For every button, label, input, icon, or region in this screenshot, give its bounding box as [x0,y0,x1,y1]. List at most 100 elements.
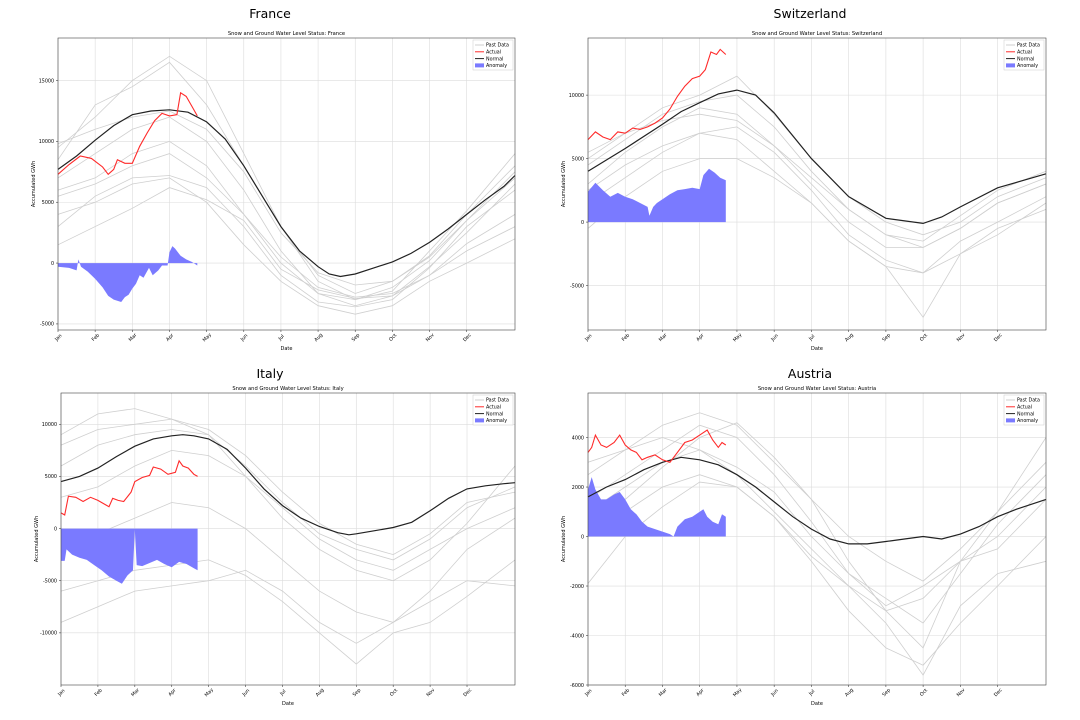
x-tick-label: Sep [881,687,892,698]
legend-anomaly-label: Anomaly [1017,63,1038,69]
normal-line [587,456,1047,545]
past-data-line [57,177,516,315]
x-axis-label: Date [811,346,823,352]
x-tick-label: Mar [130,687,141,698]
x-tick-label: Jun [769,688,779,698]
x-tick-label: Jun [769,333,779,343]
past-data-line [57,116,516,307]
chart-switzerland: Snow and Ground Water Level Status: Swit… [561,31,1047,352]
normal-line [60,434,516,536]
x-tick-label: Jan [583,333,593,343]
past-data-line [587,481,1047,676]
y-axis-label: Accumulated GWh [34,516,40,562]
x-tick-label: Aug [313,332,324,343]
y-tick-label: 10000 [39,139,54,145]
y-tick-label: 0 [51,261,54,267]
x-tick-label: Nov [425,332,436,343]
legend-actual-label: Actual [486,50,501,56]
actual-line [587,429,727,463]
past-data-line [57,110,516,286]
legend-anomaly-swatch [475,418,484,423]
axes-frame [57,37,516,331]
legend-past-data-label: Past Data [486,398,509,404]
y-tick-label: 0 [54,526,57,532]
x-tick-label: Oct [389,688,399,698]
y-tick-label: -5000 [40,322,54,328]
panel-title: Austria [787,366,833,381]
legend-past-data-label: Past Data [1017,43,1040,49]
x-tick-label: Sep [881,332,892,343]
legend-normal-label: Normal [486,56,503,62]
x-tick-label: Jun [241,688,251,698]
x-tick-label: Sep [352,687,363,698]
y-tick-label: -5000 [570,283,584,289]
x-tick-label: Dec [993,687,1004,698]
x-tick-label: Apr [695,333,705,343]
x-tick-label: Aug [844,687,855,698]
x-tick-label: Mar [658,332,669,343]
y-tick-label: -2000 [570,584,584,590]
x-tick-label: Mar [128,332,139,343]
y-tick-label: 2000 [572,485,584,491]
legend-anomaly-swatch [475,63,484,68]
past-data-line [587,424,1047,624]
x-tick-label: Aug [315,687,326,698]
past-data-line [587,437,1047,607]
legend-anomaly-swatch [1006,63,1015,68]
y-tick-label: -5000 [43,579,57,585]
legend-anomaly-label: Anomaly [1017,418,1038,424]
y-tick-label: 0 [581,220,584,226]
x-tick-label: Jul [277,334,286,343]
x-tick-label: Apr [165,333,175,343]
past-data-line [57,187,516,299]
past-data-line [60,418,516,582]
chart-title: Snow and Ground Water Level Status: Fran… [228,31,345,37]
x-tick-label: Oct [919,333,929,343]
chart-austria: Snow and Ground Water Level Status: Aust… [561,386,1047,707]
anomaly-area [588,477,726,537]
past-data-line [587,94,1047,242]
legend-normal-label: Normal [486,411,503,417]
y-tick-label: 0 [581,534,584,540]
y-tick-label: -4000 [570,633,584,639]
x-tick-label: Dec [993,332,1004,343]
x-tick-label: Feb [91,333,101,343]
x-tick-label: Jan [56,688,66,698]
anomaly-area [588,168,726,223]
chart-title: Snow and Ground Water Level Status: Ital… [232,386,343,392]
y-tick-label: -10000 [40,631,57,637]
anomaly-area [58,246,198,302]
x-tick-label: May [732,332,743,343]
x-tick-label: Jul [278,689,287,698]
axes-frame [60,392,516,686]
panel-austria: Austria Snow and Ground Water Level Stat… [540,360,1080,720]
past-data-line [587,474,1047,666]
legend-actual-label: Actual [486,405,501,411]
panel-italy: Italy Snow and Ground Water Level Status… [0,360,540,720]
past-data-line [60,429,516,561]
y-tick-label: 4000 [572,435,584,441]
x-axis-label: Date [281,346,293,352]
x-tick-label: Jan [53,333,63,343]
legend-normal-label: Normal [1017,56,1034,62]
y-axis-label: Accumulated GWh [31,161,37,207]
past-data-line [60,569,516,644]
panel-switzerland: Switzerland Snow and Ground Water Level … [540,0,1080,360]
x-tick-label: Feb [93,688,103,698]
past-data-line [57,175,516,308]
x-axis-label: Date [811,701,823,707]
past-data-line [587,113,1047,248]
x-tick-label: Feb [621,688,631,698]
legend-past-data-label: Past Data [486,43,509,49]
past-data-line [587,132,1047,274]
x-tick-label: May [732,687,743,698]
panel-title: Switzerland [773,6,847,21]
x-tick-label: Apr [167,688,177,698]
y-axis-label: Accumulated GWh [561,516,567,562]
legend-actual-label: Actual [1017,405,1032,411]
actual-line [60,459,198,516]
x-tick-label: Apr [695,688,705,698]
legend-past-data-label: Past Data [1017,398,1040,404]
y-tick-label: 10000 [569,93,584,99]
x-tick-label: Nov [956,687,967,698]
